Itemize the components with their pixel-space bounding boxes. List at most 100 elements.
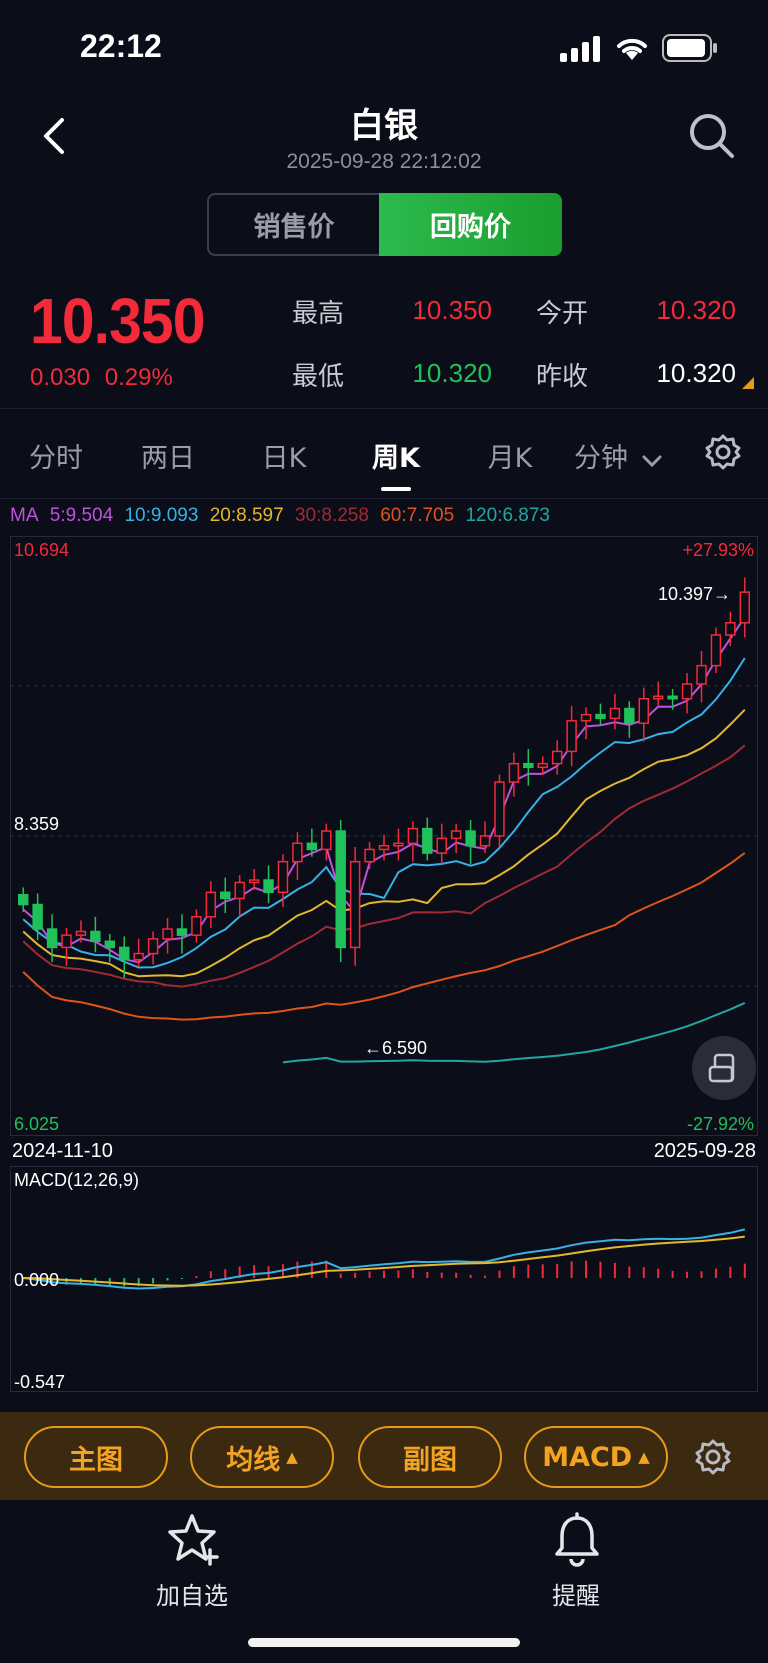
macd-zero-label: 0.000 <box>14 1270 59 1291</box>
last-price: 10.350 <box>30 284 205 358</box>
ma120-line <box>283 1003 745 1063</box>
prev-close-value: 10.320 <box>616 358 736 389</box>
candle-body <box>567 721 576 752</box>
y-axis-top-label: 10.694 <box>14 540 69 561</box>
alert-bell-icon[interactable] <box>552 1512 602 1572</box>
home-indicator <box>248 1638 520 1647</box>
tab-two-day[interactable]: 两日 <box>118 436 218 475</box>
date-end-label: 2025-09-28 <box>654 1140 756 1163</box>
candle-body <box>134 954 143 960</box>
ma5-value: 5:9.504 <box>50 505 113 526</box>
divider <box>0 498 768 499</box>
open-value: 10.320 <box>616 295 736 326</box>
candle-body <box>120 947 129 959</box>
tab-weekly-k[interactable]: 周K <box>346 436 446 475</box>
candle-body <box>423 829 432 854</box>
low-value: 10.320 <box>372 358 492 389</box>
main-chart-button[interactable]: 主图 <box>24 1426 168 1488</box>
candle-body <box>610 709 619 719</box>
low-label: 最低 <box>292 356 344 393</box>
candle-body <box>408 829 417 844</box>
search-icon[interactable] <box>688 112 736 164</box>
sub-chart-button[interactable]: 副图 <box>358 1426 502 1488</box>
ma-prefix: MA <box>10 505 39 526</box>
candle-body <box>62 935 71 947</box>
date-start-label: 2024-11-10 <box>12 1140 113 1163</box>
active-tab-indicator <box>381 487 411 491</box>
candle-body <box>538 764 547 768</box>
candle-body <box>711 635 720 666</box>
candle-body <box>322 831 331 849</box>
candle-body <box>524 764 533 768</box>
candle-body <box>163 929 172 939</box>
y-axis-mid-label: 8.359 <box>14 814 59 835</box>
wifi-icon <box>614 34 650 66</box>
candle-body <box>668 696 677 698</box>
buyback-price-tab[interactable]: 回购价 <box>379 193 562 256</box>
candle-body <box>351 862 360 948</box>
candle-body <box>235 882 244 898</box>
high-price-marker: 10.397→ <box>658 584 731 605</box>
y-axis-bottom-label: 6.025 <box>14 1114 59 1135</box>
ma60-line <box>23 853 745 1020</box>
toolbar-settings-gear-icon[interactable] <box>694 1438 732 1480</box>
candle-body <box>293 843 302 861</box>
candle-body <box>76 931 85 935</box>
candle-body <box>221 892 230 898</box>
candle-body <box>639 699 648 724</box>
ma5-line <box>23 617 745 962</box>
price-change: 0.030 0.29% <box>30 364 173 392</box>
add-watchlist-star-icon[interactable] <box>166 1512 222 1572</box>
candle-body <box>481 836 490 846</box>
candle-body <box>394 843 403 845</box>
candle-body <box>91 931 100 941</box>
candle-body <box>509 764 518 782</box>
macd-dea-line <box>23 1237 745 1286</box>
change-value: 0.030 <box>30 364 90 391</box>
candle-body <box>33 905 42 930</box>
candle-body <box>596 715 605 719</box>
landscape-toggle-icon[interactable] <box>692 1036 756 1100</box>
macd-button[interactable]: MACD ▲ <box>524 1426 668 1488</box>
candle-body <box>48 929 57 947</box>
tab-intraday[interactable]: 分时 <box>6 436 106 475</box>
add-watchlist-label[interactable]: 加自选 <box>122 1576 262 1611</box>
candle-body <box>495 782 504 836</box>
ma-legend: MA 5:9.504 10:9.093 20:8.597 30:8.258 60… <box>10 505 556 527</box>
high-label: 最高 <box>292 293 344 330</box>
candle-body <box>192 917 201 935</box>
candle-body <box>466 831 475 846</box>
prev-close-label: 昨收 <box>536 356 588 393</box>
candle-body <box>206 892 215 917</box>
chart-settings-gear-icon[interactable] <box>704 433 742 475</box>
macd-chart <box>10 1166 758 1392</box>
candle-body <box>582 715 591 721</box>
signal-icon <box>560 36 602 66</box>
candle-body <box>437 838 446 853</box>
change-percent: 0.29% <box>105 364 173 391</box>
tab-daily-k[interactable]: 日K <box>234 436 334 475</box>
candle-body <box>177 929 186 935</box>
low-price-marker: ←6.590 <box>364 1038 427 1059</box>
sell-price-tab[interactable]: 销售价 <box>207 193 379 256</box>
candle-body <box>264 880 273 892</box>
ma120-value: 120:6.873 <box>465 505 550 526</box>
alert-label[interactable]: 提醒 <box>506 1576 646 1611</box>
triangle-up-icon: ▲ <box>638 1448 650 1466</box>
divider <box>0 408 768 409</box>
ma-button[interactable]: 均线 ▲ <box>190 1426 334 1488</box>
page-title: 白银 <box>0 98 768 147</box>
quote-timestamp: 2025-09-28 22:12:02 <box>0 150 768 174</box>
tab-minute[interactable]: 分钟 <box>574 436 674 475</box>
battery-icon <box>662 34 718 66</box>
ma60-value: 60:7.705 <box>380 505 454 526</box>
tab-monthly-k[interactable]: 月K <box>460 436 560 475</box>
candle-body <box>697 666 706 684</box>
pct-bottom-label: -27.92% <box>687 1114 754 1135</box>
candle-body <box>740 592 749 623</box>
macd-button-label: MACD <box>542 1442 632 1473</box>
ma30-line <box>23 745 745 986</box>
candle-body <box>625 709 634 724</box>
triangle-up-icon: ▲ <box>286 1448 298 1466</box>
ma10-value: 10:9.093 <box>124 505 198 526</box>
